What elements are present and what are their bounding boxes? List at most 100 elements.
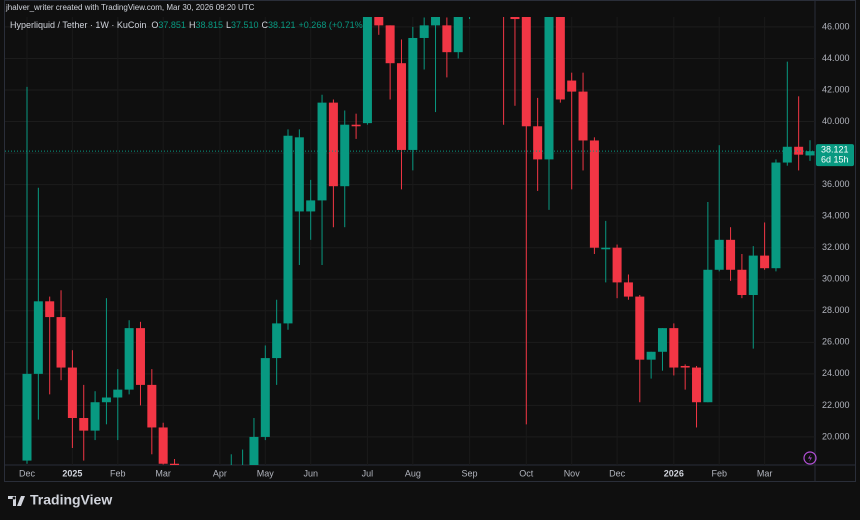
candle-body	[589, 140, 599, 248]
x-tick-label: Jun	[303, 468, 318, 478]
candle-body	[158, 427, 168, 464]
x-tick-label: Apr	[213, 468, 227, 478]
candle-body	[124, 328, 134, 390]
candle-body	[22, 373, 32, 461]
candle-body	[374, 17, 384, 26]
candle-body	[272, 323, 282, 359]
x-tick-label: Feb	[110, 468, 126, 478]
brand-name: TradingView	[30, 492, 112, 508]
candle-body	[612, 247, 622, 283]
y-tick-label: 32.000	[822, 242, 850, 252]
candle-body	[680, 365, 690, 368]
candle-body	[431, 17, 441, 26]
change: +0.268 (+0.71%)	[299, 20, 366, 30]
candle-body	[135, 328, 145, 385]
candle-body	[442, 25, 452, 53]
x-tick-label: Nov	[564, 468, 581, 478]
candle-body	[646, 351, 656, 360]
candle-body	[90, 402, 100, 431]
candle-body	[623, 282, 633, 297]
lightning-icon	[803, 451, 817, 465]
ohlc-value: 37.510	[231, 20, 259, 30]
candle-body	[113, 389, 123, 398]
y-tick-label: 44.000	[822, 53, 850, 63]
brand-logo	[8, 496, 25, 506]
candle-body	[79, 418, 89, 431]
y-tick-label: 28.000	[822, 305, 850, 315]
candle-body	[510, 17, 520, 20]
y-tick-label: 22.000	[822, 400, 850, 410]
x-tick-label: Dec	[19, 468, 36, 478]
y-tick-label: 26.000	[822, 337, 850, 347]
candle-body	[657, 328, 667, 352]
y-tick-label: 30.000	[822, 274, 850, 284]
candle-body	[45, 301, 55, 318]
candle-body	[805, 151, 815, 156]
x-tick-label: May	[257, 468, 275, 478]
candle-body	[260, 358, 270, 437]
candle-body	[692, 367, 702, 403]
candle-body	[782, 146, 792, 163]
y-tick-label: 20.000	[822, 431, 850, 441]
candle-body	[533, 126, 543, 160]
x-tick-label: 2025	[62, 468, 82, 478]
candle-body	[56, 317, 66, 368]
ohlc-value: 38.815	[195, 20, 223, 30]
candle-body	[170, 463, 180, 465]
chart-frame	[4, 0, 856, 482]
candle-body	[340, 124, 350, 187]
symbol-title: Hyperliquid / Tether · 1W · KuCoin	[10, 20, 146, 30]
x-tick-label: Jul	[362, 468, 374, 478]
candle-body	[294, 137, 304, 212]
candle-body	[67, 367, 77, 419]
y-tick-label: 46.000	[822, 21, 850, 31]
symbol-header: Hyperliquid / Tether · 1W · KuCoin O37.85…	[10, 20, 366, 30]
x-tick-label: Oct	[519, 468, 534, 478]
candle-body	[669, 328, 679, 368]
candle-body	[419, 25, 429, 38]
ohlc-value: 37.851	[158, 20, 186, 30]
candle-body	[317, 102, 327, 201]
candle-body	[635, 296, 645, 360]
x-tick-label: Mar	[155, 468, 171, 478]
candle-body	[578, 91, 588, 141]
candle-body	[726, 239, 736, 270]
last-price-label: 38.121	[821, 145, 849, 155]
x-tick-label: Mar	[757, 468, 773, 478]
last-price-tag	[816, 144, 854, 167]
y-tick-label: 42.000	[822, 84, 850, 94]
ohlc-value: 38.121	[268, 20, 296, 30]
candle-body	[101, 397, 111, 403]
candles	[22, 17, 815, 465]
candle-body	[760, 255, 770, 269]
candle-body	[33, 301, 43, 374]
candle-body	[544, 17, 554, 160]
y-tick-label: 40.000	[822, 116, 850, 126]
ohlc-key: H	[189, 20, 196, 30]
candle-body	[408, 37, 418, 150]
candle-body	[703, 269, 713, 403]
candle-body	[714, 239, 724, 270]
watermark: jhalver_writer created with TradingView.…	[5, 3, 255, 12]
candle-body	[794, 146, 804, 155]
x-tick-label: Sep	[462, 468, 478, 478]
candle-body	[453, 17, 463, 53]
candle-body	[147, 384, 157, 428]
x-tick-label: 2026	[664, 468, 684, 478]
candle-body	[737, 269, 747, 296]
ohlc-key: L	[226, 20, 231, 30]
candle-body	[351, 124, 361, 127]
y-tick-label: 24.000	[822, 368, 850, 378]
x-tick-label: Feb	[711, 468, 727, 478]
candle-body	[306, 200, 316, 212]
candle-body	[521, 17, 531, 127]
candle-body	[249, 436, 259, 465]
candle-body	[567, 80, 577, 92]
y-tick-label: 34.000	[822, 211, 850, 221]
y-tick-label: 36.000	[822, 179, 850, 189]
ohlc-key: C	[262, 20, 269, 30]
x-tick-label: Dec	[609, 468, 626, 478]
candle-body	[771, 162, 781, 269]
candle-body	[601, 247, 611, 250]
